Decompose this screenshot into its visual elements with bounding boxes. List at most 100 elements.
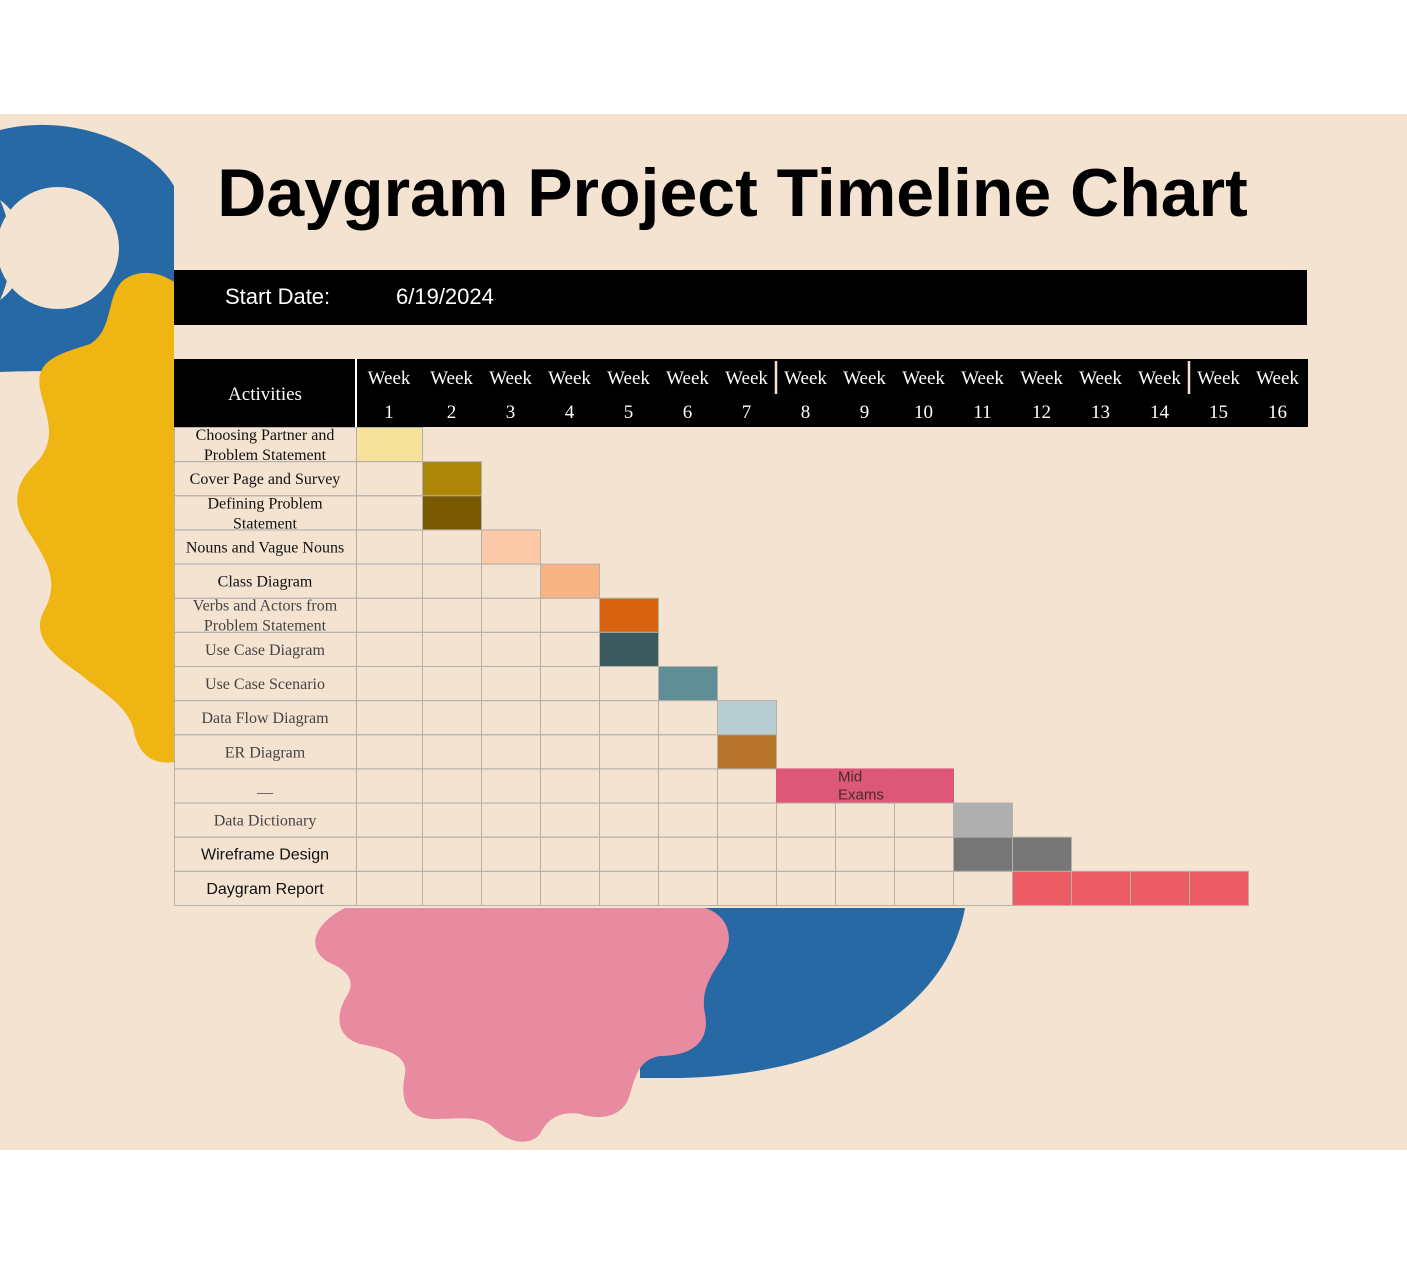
grid-cell [356,802,423,838]
week-header-number: 12 [1032,402,1051,423]
activity-label: Data Flow Diagram [201,710,329,727]
task-bar-cell [1012,870,1072,906]
grid-cell [422,597,482,633]
activity-label: Use Case Scenario [205,676,325,693]
week-header-label: Week [902,368,945,389]
page-title: Daygram Project Timeline Chart [217,155,1248,231]
week-header-number: 8 [801,402,811,423]
grid-cell [422,700,482,736]
task-bar-cell [481,529,541,565]
week-header-label: Week [843,368,886,389]
grid-cell [481,734,541,770]
grid-cell [422,768,482,804]
grid-cell [422,802,482,838]
grid-cell [356,495,423,531]
week-header-number: 11 [973,402,991,423]
week-header-label: Week [1197,368,1240,389]
grid-cell [540,700,600,736]
week-header-number: 14 [1150,402,1170,423]
grid-cell [422,563,482,599]
task-bar-cell [835,768,895,804]
bar-annotation: Exams [838,786,884,803]
grid-cell [658,700,718,736]
bar-annotation: Mid [838,768,862,785]
grid-cell [422,665,482,702]
grid-cell [481,631,541,667]
grid-cell [422,870,482,906]
background-decorations [0,124,965,1142]
grid-cell [658,870,718,906]
grid-cell [717,768,777,804]
grid-cell [356,870,423,906]
activity-label: Choosing Partner and [196,427,335,444]
task-bar-cell [717,734,777,770]
week-header-label: Week [1256,368,1299,389]
week-header-label: Week [1079,368,1122,389]
task-bar-cell [953,836,1013,872]
activity-label: Problem Statement [204,447,327,464]
grid-cell [540,665,600,702]
week-header-label: Week [725,368,768,389]
start-date-value: 6/19/2024 [396,284,494,309]
grid-cell [356,836,423,872]
pink-blob-shape [315,908,729,1142]
grid-cell [481,563,541,599]
week-header-label: Week [430,368,473,389]
task-bar-cell [356,427,423,463]
grid-cell [894,836,954,872]
task-bar-cell [1130,870,1190,906]
week-header-number: 1 [384,402,394,423]
grid-cell [356,768,423,804]
task-bar-cell [599,631,659,667]
week-header-number: 15 [1209,402,1228,423]
grid-cell [599,700,659,736]
activity-label: ER Diagram [225,744,306,761]
week-header-number: 2 [447,402,457,423]
activity-label: Use Case Diagram [205,642,326,659]
task-bar-cell [658,665,718,702]
grid-cell [717,870,777,906]
task-bar-cell [1189,870,1249,906]
grid-cell [481,665,541,702]
ring-hole-shape [0,187,119,309]
week-header-number: 3 [506,402,516,423]
activity-label: Defining Problem [207,495,323,512]
grid-cell [717,836,777,872]
activity-label: Nouns and Vague Nouns [186,539,344,556]
grid-cell [540,768,600,804]
grid-cell [540,836,600,872]
week-header-label: Week [666,368,709,389]
week-header-number: 5 [624,402,634,423]
grid-cell [599,870,659,906]
week-header-number: 9 [860,402,870,423]
header-band [174,359,1308,427]
grid-cell [835,802,895,838]
grid-cell [776,802,836,838]
grid-cell [599,665,659,702]
activity-label: Daygram Report [206,881,324,898]
grid-cell [658,802,718,838]
activity-label: Verbs and Actors from [193,598,338,615]
task-bar-cell [894,768,954,804]
grid-cell [422,529,482,565]
week-header-label: Week [548,368,591,389]
grid-cell [540,870,600,906]
task-bar-cell [953,802,1013,838]
week-header-label: Week [784,368,827,389]
grid-cell [599,768,659,804]
week-header-label: Week [489,368,532,389]
grid-cell [540,597,600,633]
grid-cell [540,631,600,667]
activity-label: Problem Statement [204,618,327,635]
activity-label: Class Diagram [218,574,313,591]
week-header-label: Week [1138,368,1181,389]
week-header-label: Week [961,368,1004,389]
grid-cell [422,631,482,667]
activity-label: Data Dictionary [214,813,317,830]
task-bar-cell [1012,836,1072,872]
activity-label: Wireframe Design [201,847,329,864]
grid-cell [356,529,423,565]
grid-cell [481,700,541,736]
grid-cell [835,836,895,872]
grid-cell [599,836,659,872]
